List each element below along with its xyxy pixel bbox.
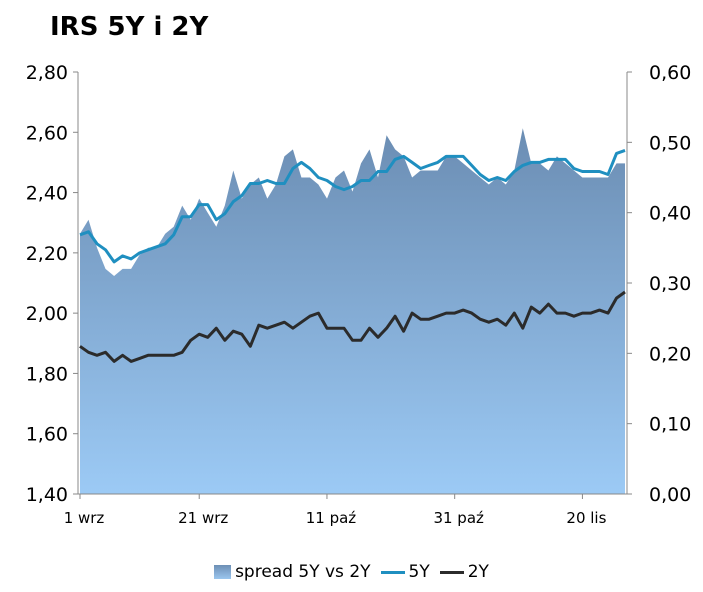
left-tick-label: 1,40 bbox=[26, 484, 68, 506]
spread-area-layer bbox=[80, 128, 625, 495]
left-tick-label: 1,80 bbox=[26, 363, 68, 385]
series-line-5y bbox=[79, 148, 626, 264]
right-tick-label: 0,20 bbox=[649, 343, 691, 365]
right-tick-label: 0,60 bbox=[649, 62, 691, 84]
left-tick-label: 2,40 bbox=[26, 183, 68, 205]
chart-title: IRS 5Y i 2Y bbox=[50, 12, 209, 42]
left-tick-label: 2,60 bbox=[26, 122, 68, 144]
left-tick-label: 2,80 bbox=[26, 62, 68, 84]
legend-label-5y: 5Y bbox=[408, 562, 430, 582]
x-tick-label: 20 lis bbox=[566, 509, 606, 527]
axis-layer: 1,40 1,60 1,80 2,00 2,20 2,40 2,60 2,80 0,00 0,10… bbox=[26, 62, 692, 527]
right-tick-label: 0,50 bbox=[649, 132, 691, 154]
line-layer bbox=[79, 148, 626, 363]
left-tick-label: 2,20 bbox=[26, 243, 68, 265]
x-tick-label: 11 paź bbox=[306, 509, 357, 527]
legend-item-5y: 5Y bbox=[380, 562, 430, 582]
right-tick-label: 0,40 bbox=[649, 203, 691, 225]
left-tick-label: 2,00 bbox=[26, 303, 68, 325]
legend-item-spread: spread 5Y vs 2Y bbox=[214, 562, 371, 582]
legend-label-spread: spread 5Y vs 2Y bbox=[235, 562, 371, 582]
legend-line-5y bbox=[380, 570, 405, 574]
right-tick-label: 0,10 bbox=[649, 414, 691, 436]
legend-swatch-spread bbox=[214, 565, 232, 579]
legend-item-2y: 2Y bbox=[439, 562, 489, 582]
right-tick-label: 0,30 bbox=[649, 273, 691, 295]
series-line-2y bbox=[79, 290, 626, 363]
legend: spread 5Y vs 2Y 5Y 2Y bbox=[0, 562, 703, 582]
legend-line-2y bbox=[439, 570, 464, 574]
legend-label-2y: 2Y bbox=[467, 562, 489, 582]
x-tick-label: 31 paź bbox=[433, 509, 484, 527]
left-tick-label: 1,60 bbox=[26, 424, 68, 446]
x-tick-label: 21 wrz bbox=[178, 509, 228, 527]
x-tick-label: 1 wrz bbox=[64, 509, 105, 527]
series-spread-area bbox=[80, 128, 625, 495]
right-tick-label: 0,00 bbox=[649, 484, 691, 506]
